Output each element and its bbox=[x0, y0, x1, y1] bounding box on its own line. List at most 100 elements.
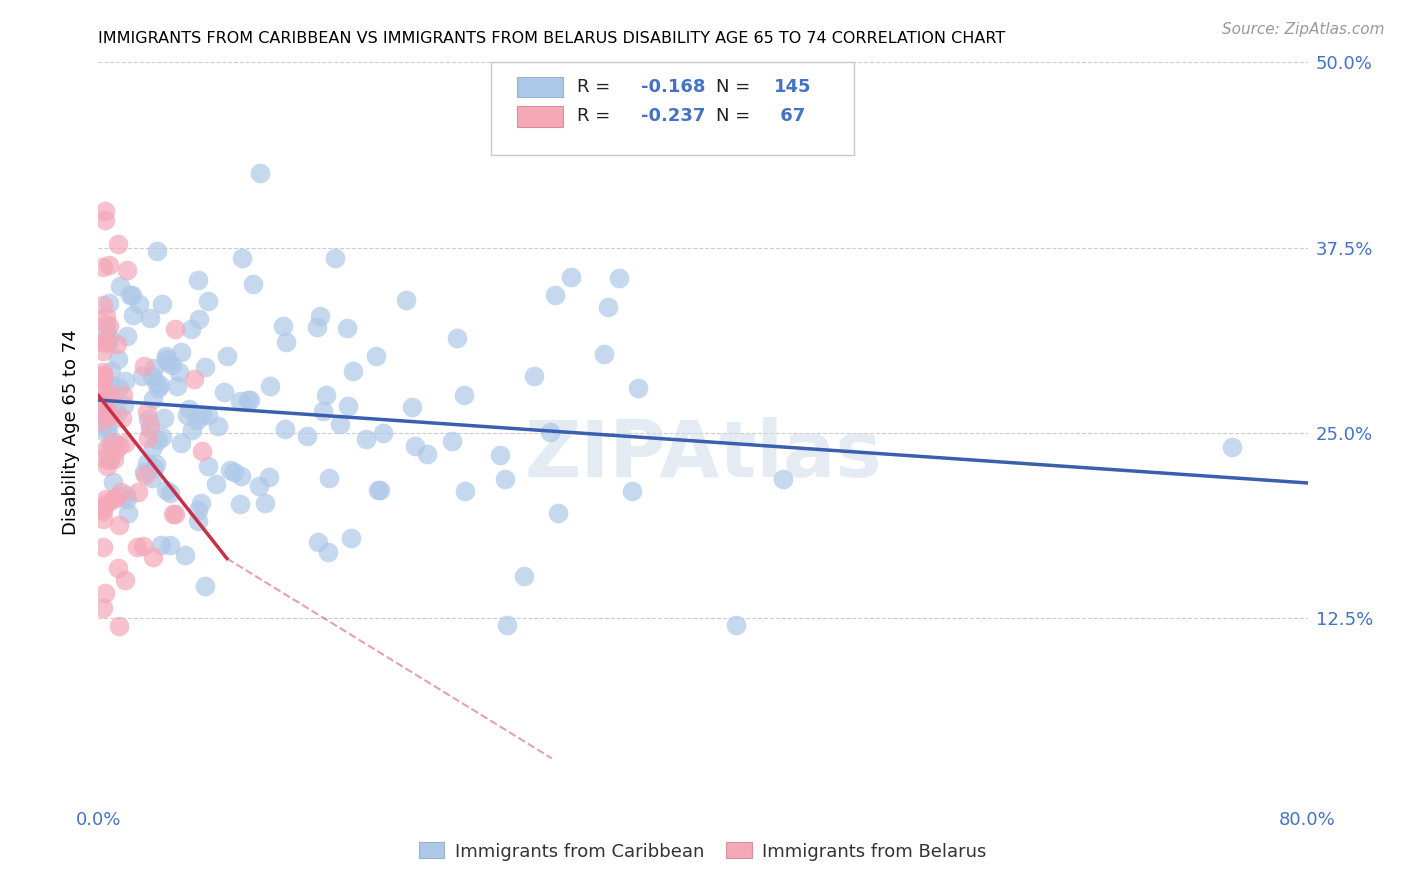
Point bbox=[91, 369, 114, 384]
Legend: Immigrants from Caribbean, Immigrants from Belarus: Immigrants from Caribbean, Immigrants fr… bbox=[412, 835, 994, 868]
Point bbox=[107, 351, 129, 366]
Point bbox=[187, 273, 209, 287]
Point bbox=[108, 618, 131, 632]
Point bbox=[404, 439, 426, 453]
Point bbox=[538, 425, 561, 439]
Point bbox=[560, 270, 582, 285]
Point bbox=[117, 492, 139, 507]
Point bbox=[105, 337, 128, 351]
Point bbox=[94, 334, 117, 349]
Point bbox=[128, 297, 150, 311]
Point bbox=[257, 470, 280, 484]
Point bbox=[115, 328, 138, 343]
Point bbox=[183, 372, 205, 386]
Point bbox=[170, 345, 193, 359]
Point bbox=[115, 263, 138, 277]
Text: N =: N = bbox=[716, 108, 756, 126]
FancyBboxPatch shape bbox=[492, 62, 855, 155]
Point bbox=[149, 378, 172, 392]
Point bbox=[91, 298, 114, 312]
Point bbox=[107, 561, 129, 575]
Point bbox=[103, 475, 125, 489]
Point bbox=[91, 406, 114, 420]
Point bbox=[132, 466, 155, 480]
Point bbox=[315, 387, 337, 401]
Point bbox=[543, 288, 565, 302]
Point bbox=[181, 423, 204, 437]
Point bbox=[103, 491, 125, 506]
Point bbox=[231, 468, 253, 483]
Point bbox=[91, 504, 114, 518]
Point bbox=[446, 331, 468, 345]
Point bbox=[97, 336, 120, 351]
Text: ZIPAtlas: ZIPAtlas bbox=[524, 417, 882, 493]
Point bbox=[274, 335, 297, 350]
Point bbox=[107, 490, 129, 504]
Point bbox=[1220, 440, 1243, 454]
Point bbox=[177, 401, 200, 416]
Point bbox=[231, 251, 253, 265]
Point bbox=[495, 618, 517, 632]
Point bbox=[207, 418, 229, 433]
Point bbox=[91, 371, 114, 385]
Point bbox=[96, 458, 118, 473]
Point bbox=[249, 166, 271, 180]
Point bbox=[139, 311, 162, 326]
Point bbox=[186, 413, 208, 427]
Point bbox=[122, 308, 145, 322]
Point bbox=[162, 508, 184, 522]
Y-axis label: Disability Age 65 to 74: Disability Age 65 to 74 bbox=[62, 330, 80, 535]
Point bbox=[114, 573, 136, 587]
Point bbox=[596, 300, 619, 314]
Point bbox=[271, 319, 294, 334]
Point bbox=[91, 335, 114, 350]
Point bbox=[112, 387, 135, 401]
Point bbox=[155, 483, 177, 497]
Point bbox=[249, 479, 271, 493]
Point bbox=[253, 496, 276, 510]
Point bbox=[131, 369, 153, 384]
Point bbox=[401, 400, 423, 414]
Point bbox=[105, 405, 128, 419]
Point bbox=[97, 333, 120, 347]
Point bbox=[148, 433, 170, 447]
Point bbox=[121, 288, 143, 302]
Point bbox=[297, 429, 319, 443]
Point bbox=[108, 381, 131, 395]
Point bbox=[150, 297, 173, 311]
Point bbox=[100, 435, 122, 450]
Point bbox=[114, 436, 136, 450]
Point bbox=[368, 483, 391, 498]
Point bbox=[153, 410, 176, 425]
Point bbox=[146, 244, 169, 259]
Point bbox=[142, 549, 165, 564]
Point bbox=[339, 531, 361, 545]
Point bbox=[98, 452, 121, 467]
Point bbox=[228, 498, 250, 512]
Point bbox=[98, 258, 121, 272]
Text: R =: R = bbox=[578, 108, 616, 126]
Point bbox=[218, 463, 240, 477]
Point bbox=[155, 352, 177, 367]
Point bbox=[91, 368, 114, 383]
Point bbox=[100, 377, 122, 392]
Point bbox=[145, 375, 167, 389]
Point bbox=[91, 344, 114, 359]
Point bbox=[190, 496, 212, 510]
Point bbox=[93, 203, 115, 218]
Point bbox=[160, 358, 183, 372]
Point bbox=[127, 485, 149, 500]
Point bbox=[187, 514, 209, 528]
Point bbox=[395, 293, 418, 308]
Point bbox=[98, 318, 121, 333]
Point bbox=[157, 355, 180, 369]
Point bbox=[336, 399, 359, 413]
Point bbox=[91, 385, 114, 400]
Point bbox=[94, 396, 117, 410]
Point bbox=[94, 425, 117, 440]
Point bbox=[98, 386, 121, 401]
Point bbox=[494, 471, 516, 485]
Point bbox=[621, 484, 644, 499]
Point bbox=[120, 288, 142, 302]
Point bbox=[173, 549, 195, 563]
